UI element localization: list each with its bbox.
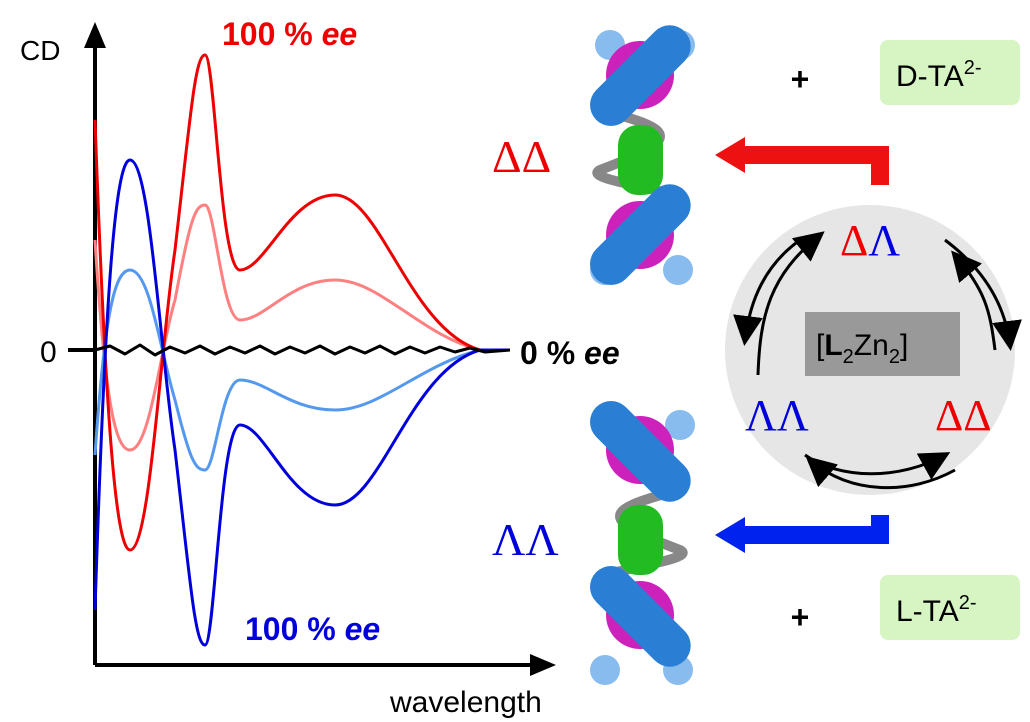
text-part: D-TA [896,60,964,93]
arrow [740,155,880,185]
text-part: Λ [745,391,777,440]
text-part: Δ [840,216,868,265]
text-part: ] [900,329,908,362]
text-part: L-TA [896,595,959,628]
cycle-label: ΔΔ [935,391,992,440]
text-part: Zn [854,329,889,362]
plus: + [791,61,810,97]
text-part: 2 [889,346,900,368]
cycle-label: ΛΛ [745,391,809,440]
arrow [740,515,880,535]
figure: CD 0 wavelength 100 % ee 0 % ee 100 % ee… [0,0,1030,722]
ee-label: 100 % ee [222,16,357,52]
cycle-label: ΔΛ [840,216,900,265]
y-arrow [84,22,106,48]
text-part: Δ [522,131,552,182]
text-part: ee [345,611,381,647]
text-part: 0 % [520,335,575,371]
text-part: Λ [777,391,809,440]
helicate-label: ΔΔ [492,131,551,182]
text-part: 2- [959,592,977,614]
text-part: Δ [935,391,963,440]
y-label: CD [20,35,60,66]
text-part: L [824,329,842,362]
curves [95,55,510,645]
plus: + [791,599,810,635]
x-arrow [530,654,556,676]
molecule [581,17,699,294]
text-part: Λ [492,514,525,565]
text-part: Δ [963,391,991,440]
text-part: 2 [843,346,854,368]
arrow-head [715,137,745,173]
text-part: Λ [525,514,558,565]
x-label: wavelength [389,686,542,719]
arrow-head [715,517,745,553]
text-part: Λ [868,216,900,265]
text-part: 2- [964,57,982,79]
ee-label: 0 % ee [520,335,620,371]
text-part: ee [584,335,620,371]
text-part: 100 % [222,16,313,52]
helicate-label: ΛΛ [492,514,559,565]
origin-label: 0 [40,336,57,369]
molecule [581,392,699,685]
ee-label: 100 % ee [245,611,380,647]
text-part: Δ [492,131,522,182]
text-part: ee [322,16,358,52]
text-part: 100 % [245,611,336,647]
curve [95,345,510,355]
